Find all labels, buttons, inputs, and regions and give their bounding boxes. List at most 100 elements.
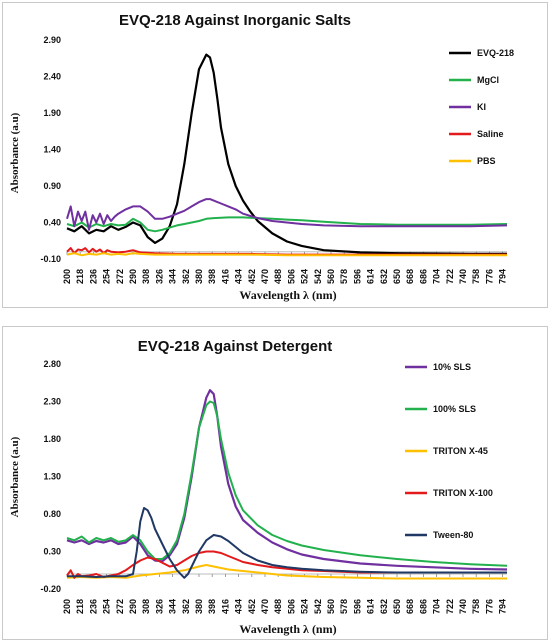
x-tick-label: 632	[379, 269, 389, 284]
x-tick-label: 326	[154, 599, 164, 614]
x-tick-label: 488	[273, 269, 283, 284]
series-line-triton-x-100	[66, 550, 507, 579]
x-tick-label: 686	[418, 269, 428, 284]
y-tick-label: -0.10	[40, 254, 61, 264]
chart-title: EVQ-218 Against Inorganic Salts	[119, 12, 351, 29]
legend-label: Tween-80	[433, 530, 473, 540]
legend-label: KI	[477, 102, 486, 112]
y-tick-label: 1.90	[43, 108, 61, 118]
x-tick-label: 542	[313, 599, 323, 614]
series-line-100-sls	[66, 400, 508, 567]
x-tick-label: 542	[313, 269, 323, 284]
x-tick-label: 308	[141, 599, 151, 614]
series-line-10-sls	[66, 389, 508, 571]
x-tick-label: 380	[194, 599, 204, 614]
y-tick-label: 0.80	[43, 509, 61, 519]
x-tick-label: 254	[102, 269, 112, 284]
x-tick-label: 686	[418, 599, 428, 614]
x-tick-label: 794	[498, 599, 508, 614]
legend-label: 10% SLS	[433, 362, 471, 372]
y-axis-label: Absorbance (a.u)	[9, 112, 21, 193]
x-tick-label: 740	[458, 269, 468, 284]
x-tick-label: 722	[445, 269, 455, 284]
x-tick-label: 290	[128, 269, 138, 284]
chart-detergent: EVQ-218 Against Detergent Absorbance (a.…	[9, 338, 508, 636]
x-tick-label: 506	[286, 269, 296, 284]
x-tick-label: 596	[352, 269, 362, 284]
x-tick-label: 470	[260, 599, 270, 614]
x-tick-label: 416	[220, 599, 230, 614]
chart-title: EVQ-218 Against Detergent	[138, 338, 333, 355]
chart-inorganic-salts: EVQ-218 Against Inorganic Salts Absorban…	[9, 12, 514, 302]
y-tick-label: 2.80	[43, 359, 61, 369]
x-tick-label: 668	[405, 269, 415, 284]
x-tick-label: 704	[432, 269, 442, 284]
series-line-evq-218	[66, 53, 507, 255]
x-tick-label: 668	[405, 599, 415, 614]
legend-label: TRITON X-100	[433, 488, 493, 498]
x-tick-label: 650	[392, 599, 402, 614]
x-tick-label: 506	[286, 599, 296, 614]
y-tick-label: 2.90	[43, 35, 61, 45]
x-tick-label: 398	[207, 269, 217, 284]
x-tick-label: 344	[168, 599, 178, 614]
x-tick-label: 200	[62, 599, 72, 614]
legend-label: TRITON X-45	[433, 446, 488, 456]
x-tick-label: 776	[484, 599, 494, 614]
x-tick-label: 578	[339, 269, 349, 284]
y-tick-label: 0.30	[43, 547, 61, 557]
x-tick-label: 218	[75, 599, 85, 614]
x-tick-label: 326	[154, 269, 164, 284]
legend-label: MgCl	[477, 75, 499, 85]
y-axis-label: Absorbance (a.u)	[9, 436, 21, 517]
x-tick-label: 416	[220, 269, 230, 284]
x-tick-label: 344	[168, 269, 178, 284]
y-tick-label: 0.40	[43, 218, 61, 228]
x-tick-label: 794	[498, 269, 508, 284]
x-tick-label: 578	[339, 599, 349, 614]
x-tick-label: 308	[141, 269, 151, 284]
x-axis-label: Wavelength λ (nm)	[239, 288, 336, 302]
x-tick-label: 560	[326, 599, 336, 614]
x-tick-label: 758	[471, 599, 481, 614]
x-tick-label: 290	[128, 599, 138, 614]
y-tick-label: 2.40	[43, 72, 61, 82]
y-tick-label: 1.30	[43, 472, 61, 482]
x-tick-label: 758	[471, 269, 481, 284]
x-tick-label: 254	[102, 599, 112, 614]
x-tick-label: 236	[88, 269, 98, 284]
series-line-mgcl	[66, 216, 508, 233]
x-tick-label: 614	[366, 269, 376, 284]
x-tick-label: 362	[181, 599, 191, 614]
x-tick-label: 560	[326, 269, 336, 284]
x-tick-label: 380	[194, 269, 204, 284]
y-tick-label: 1.40	[43, 145, 61, 155]
chart-panel-detergent: EVQ-218 Against Detergent Absorbance (a.…	[2, 326, 548, 640]
x-tick-label: 434	[234, 269, 244, 284]
x-tick-label: 524	[300, 269, 310, 284]
series-line-pbs	[66, 252, 507, 257]
x-axis-label: Wavelength λ (nm)	[239, 622, 336, 636]
x-tick-label: 200	[62, 269, 72, 284]
chart-panel-inorganic-salts: EVQ-218 Against Inorganic Salts Absorban…	[2, 2, 548, 308]
x-tick-label: 614	[366, 599, 376, 614]
x-tick-label: 236	[88, 599, 98, 614]
legend-label: 100% SLS	[433, 404, 476, 414]
x-tick-label: 722	[445, 599, 455, 614]
y-tick-label: 1.80	[43, 434, 61, 444]
legend-label: PBS	[477, 156, 496, 166]
series-line-triton-x-45	[66, 564, 507, 580]
x-tick-label: 362	[181, 269, 191, 284]
x-tick-label: 488	[273, 599, 283, 614]
x-tick-label: 650	[392, 269, 402, 284]
series-line-tween-80	[67, 507, 507, 579]
x-tick-label: 452	[247, 599, 257, 614]
x-tick-label: 776	[484, 269, 494, 284]
legend-label: EVQ-218	[477, 48, 514, 58]
x-tick-label: 434	[234, 599, 244, 614]
x-tick-label: 452	[247, 269, 257, 284]
x-tick-label: 272	[115, 269, 125, 284]
x-tick-label: 740	[458, 599, 468, 614]
y-tick-label: 0.90	[43, 181, 61, 191]
x-tick-label: 218	[75, 269, 85, 284]
